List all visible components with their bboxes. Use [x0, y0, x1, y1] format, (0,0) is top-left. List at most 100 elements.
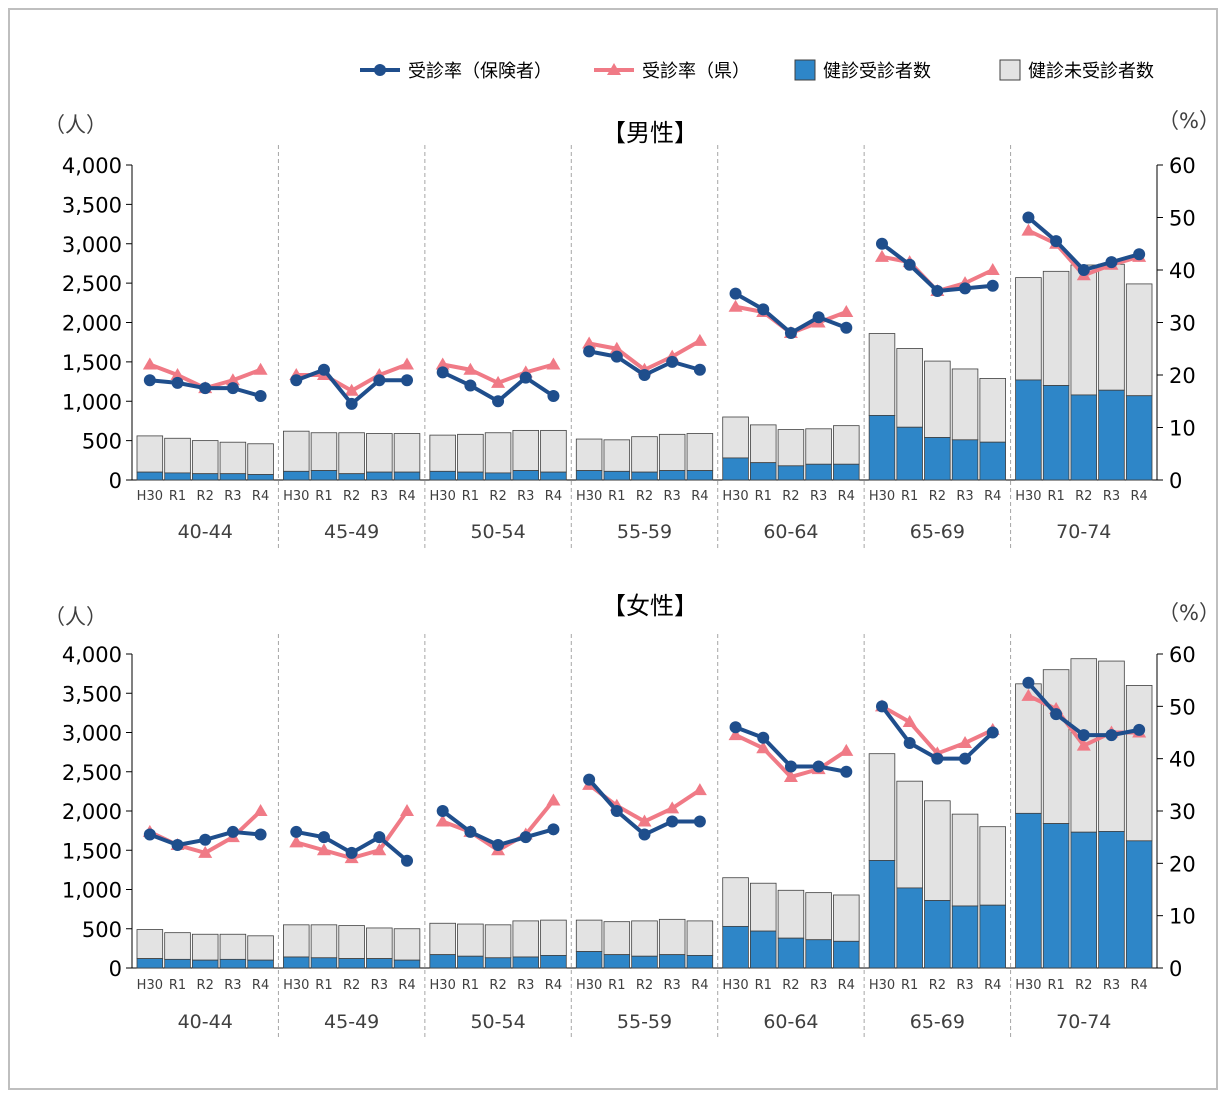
year-label: R2 [197, 489, 214, 504]
marker-rate-pref [958, 735, 973, 748]
marker-rate-insurer [492, 839, 505, 852]
marker-rate-insurer [666, 815, 679, 828]
marker-rate-insurer [464, 379, 477, 392]
marker-rate-insurer [143, 374, 156, 387]
bar-examined [310, 470, 338, 481]
bar-not-examined [338, 925, 365, 959]
legend: 受診率（保険者） 受診率（県） 健診受診者数 健診未受診者数 [360, 59, 1154, 82]
marker-rate-insurer [401, 374, 414, 387]
left-tick-label: 4,000 [62, 643, 122, 667]
year-label: R3 [224, 978, 241, 993]
marker-rate-insurer [959, 282, 972, 295]
year-label: H30 [722, 489, 748, 504]
year-label: R2 [1075, 489, 1092, 504]
marker-rate-insurer [784, 760, 797, 773]
marker-rate-pref [491, 375, 506, 388]
group-55-59: H30 R1 R2 R3 R4 55-59 [570, 145, 714, 550]
marker-rate-pref [728, 299, 743, 312]
bar-not-examined [833, 894, 860, 942]
group-label: 45-49 [324, 1011, 379, 1033]
bar-not-examined [896, 780, 923, 889]
bar-not-examined [366, 927, 393, 959]
bar-examined [658, 470, 686, 481]
bar-not-examined [722, 877, 749, 927]
marker-rate-insurer [757, 303, 770, 316]
marker-rate-insurer [1133, 723, 1146, 736]
bar-not-examined [484, 432, 512, 474]
bar-examined [283, 956, 310, 969]
group-40-44: H30 R1 R2 R3 R4 40-44 [136, 804, 274, 1033]
bar-examined [540, 955, 567, 969]
bar-not-examined [191, 933, 219, 961]
right-tick-label: 40 [1169, 259, 1196, 283]
bar-examined [1070, 831, 1098, 969]
marker-rate-pref [874, 249, 889, 262]
year-label: H30 [430, 489, 456, 504]
year-label: R3 [1103, 978, 1120, 993]
marker-rate-insurer [317, 831, 330, 844]
marker-rate-insurer [171, 839, 184, 852]
bar-examined [136, 958, 164, 969]
year-label: H30 [430, 978, 456, 993]
bar-not-examined [1125, 685, 1153, 842]
bar-examined [1015, 812, 1042, 969]
left-tick-label: 0 [109, 469, 122, 493]
legend-item-rate-insurer: 受診率（保険者） [360, 61, 552, 82]
left-tick-label: 1,500 [62, 839, 122, 863]
bar-not-examined [136, 435, 164, 473]
marker-rate-insurer [547, 390, 560, 402]
marker-rate-pref [839, 305, 854, 317]
left-tick-label: 2,500 [62, 761, 122, 785]
bar-examined [1098, 389, 1125, 481]
bar-not-examined [457, 433, 484, 473]
bar-examined [924, 437, 951, 481]
bar-examined [457, 955, 484, 969]
year-label: R4 [545, 978, 562, 993]
year-label: R3 [371, 978, 388, 993]
marker-rate-pref [142, 357, 157, 370]
marker-rate-insurer [875, 237, 888, 250]
year-label: R1 [755, 489, 772, 504]
bar-not-examined [777, 429, 805, 467]
left-tick-label: 2,000 [62, 800, 122, 824]
group-60-64: H30 R1 R2 R3 R4 60-64 [717, 634, 860, 1040]
group-label: 55-59 [617, 1011, 672, 1033]
year-label: R4 [398, 489, 415, 504]
group-65-69: H30 R1 R2 R3 R4 65-69 [863, 634, 1006, 1040]
right-tick-label: 50 [1169, 695, 1196, 719]
left-tick-label: 500 [82, 918, 122, 942]
bar-examined [833, 463, 860, 481]
right-tick-label: 20 [1169, 364, 1196, 388]
marker-rate-insurer [254, 390, 267, 402]
bar-not-examined [540, 919, 567, 956]
marker-rate-pref [728, 728, 743, 741]
year-label: R4 [1131, 489, 1148, 504]
year-label: R2 [343, 489, 360, 504]
bar-examined [283, 470, 310, 481]
left-tick-label: 3,500 [62, 193, 122, 217]
year-label: R4 [838, 978, 855, 993]
legend-marker-triangle [607, 63, 621, 75]
bar-examined [219, 473, 247, 481]
bar-not-examined [686, 920, 714, 956]
bar-examined [247, 959, 274, 969]
bar-not-examined [310, 432, 338, 471]
marker-rate-insurer [345, 397, 358, 410]
marker-rate-insurer [401, 854, 414, 867]
bar-not-examined [1015, 683, 1042, 814]
year-label: R1 [755, 978, 772, 993]
marker-rate-insurer [519, 831, 532, 844]
bar-examined [686, 470, 714, 481]
year-label: R2 [343, 978, 360, 993]
chart-title: 【男性】 [602, 119, 698, 147]
right-tick-label: 60 [1169, 154, 1196, 178]
bar-not-examined [512, 429, 540, 471]
bar-not-examined [1042, 270, 1070, 386]
group-label: 60-64 [763, 521, 818, 543]
left-tick-label: 0 [109, 957, 122, 981]
year-label: R4 [984, 489, 1001, 504]
bar-not-examined [979, 378, 1006, 443]
marker-rate-pref [756, 741, 771, 754]
marker-rate-insurer [638, 369, 651, 381]
marker-rate-insurer [812, 311, 825, 324]
